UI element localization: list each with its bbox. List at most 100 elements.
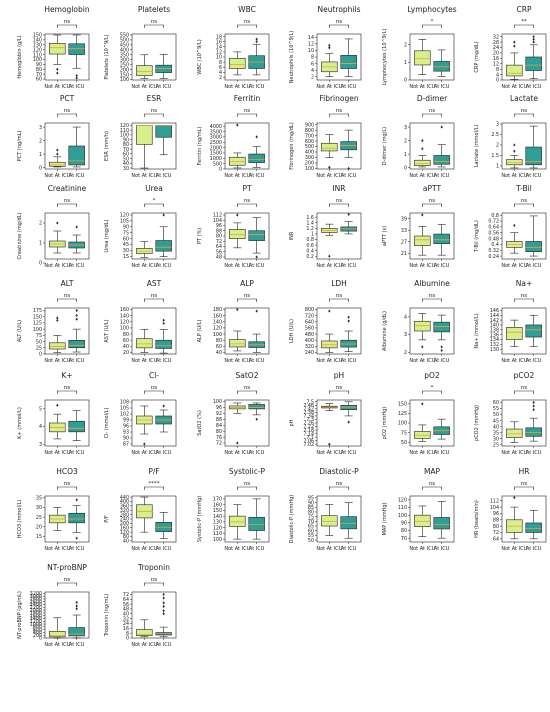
box-iqr: [49, 42, 66, 55]
axes-frame: [409, 399, 455, 447]
y-tick-label: 72: [123, 592, 129, 598]
outlier-point: [347, 319, 350, 323]
y-tick-label: 70: [36, 72, 42, 78]
significance-bracket: [144, 486, 164, 490]
y-tick-label: 2500: [210, 140, 222, 146]
chart-panel: Platelets ns 10015020025030035040045050055…: [104, 5, 177, 90]
significance-bracket: [237, 113, 257, 117]
y-axis-label: aPTT (s): [382, 226, 388, 246]
x-tick-label: At ICU: [69, 358, 85, 364]
chart-title: Platelets: [138, 5, 170, 14]
x-tick-label: At ICU: [341, 450, 357, 456]
y-tick-label: 96: [216, 223, 222, 229]
x-tick-label: Not At ICU: [224, 546, 250, 552]
x-tick-label: At ICU: [341, 84, 357, 90]
y-tick-label: 4: [311, 68, 314, 74]
y-tick-label: 80: [308, 510, 314, 516]
outlier-point: [421, 345, 424, 349]
axes-frame: [131, 495, 177, 543]
box-iqr: [414, 235, 431, 246]
outlier-point: [162, 321, 165, 325]
y-tick-label: 3: [404, 125, 407, 131]
y-axis-label: Lymphocytes (10^9/L): [382, 29, 388, 86]
chart-panel: D-dimer ns 0 1 2 3 D-dimer (mg/L) Not At ICUAt …: [382, 94, 455, 179]
outlier-point: [162, 609, 165, 613]
y-tick-label: 400: [305, 150, 314, 156]
x-tick-label: Not At ICU: [131, 358, 157, 364]
box-iqr: [506, 327, 523, 340]
y-tick-label: 20: [123, 350, 129, 356]
y-tick-label: 120: [213, 326, 222, 332]
x-tick-label: Not At ICU: [44, 546, 70, 552]
y-tick-label: 7.02: [303, 442, 314, 448]
y-tick-label: 7.1: [306, 435, 314, 441]
x-tick-label: At ICU: [156, 546, 172, 552]
x-tick-label: At ICU: [434, 84, 450, 90]
y-tick-label: 75: [401, 430, 407, 436]
outlier-point: [421, 138, 424, 143]
y-tick-label: 0.56: [488, 230, 499, 236]
outlier-point: [255, 135, 258, 139]
y-tick-label: 100: [33, 57, 42, 63]
box-iqr: [49, 342, 66, 350]
chart-title: Fibrinogen: [319, 94, 358, 103]
chart-title: Neutrophils: [317, 5, 360, 14]
y-tick-label: 1: [39, 152, 42, 158]
y-tick-label: 0.24: [488, 254, 499, 260]
x-tick-label: Not At ICU: [501, 358, 527, 364]
y-tick-label: 84: [216, 423, 222, 429]
y-tick-label: 400: [33, 630, 42, 636]
y-tick-label: 104: [213, 218, 222, 224]
axes-frame: [44, 591, 90, 639]
y-axis-label: WBC (10^9/L): [197, 39, 203, 75]
x-tick-label: At ICU: [69, 173, 85, 179]
y-tick-label: 2: [219, 75, 222, 81]
y-tick-label: 600: [305, 139, 314, 145]
outlier-point: [255, 255, 258, 259]
y-tick-label: 8: [126, 631, 129, 637]
y-axis-label: SatO2 (%): [197, 410, 203, 436]
y-axis-label: Lactate (mmol/L): [474, 125, 480, 168]
outlier-point: [162, 592, 165, 597]
outlier-point: [75, 313, 78, 318]
y-tick-label: 0: [219, 167, 222, 173]
box-iqr: [229, 515, 246, 527]
y-tick-label: 600: [33, 627, 42, 633]
x-tick-label: Not At ICU: [409, 84, 435, 90]
box-iqr: [248, 230, 265, 241]
y-tick-label: 100: [213, 399, 222, 405]
y-tick-label: 60: [123, 152, 129, 158]
y-tick-label: 800: [33, 625, 42, 631]
outlier-point: [421, 147, 424, 151]
outlier-point: [255, 37, 258, 41]
chart-title: MAP: [424, 467, 441, 476]
y-tick-label: 142: [490, 318, 499, 324]
significance-label: ns: [64, 108, 70, 114]
chart-title: Creatinine: [48, 184, 87, 193]
outlier-point: [513, 143, 516, 147]
y-tick-label: 250: [120, 62, 129, 68]
y-tick-label: 75: [123, 230, 129, 236]
box-iqr: [433, 61, 450, 72]
y-tick-label: 55: [308, 533, 314, 539]
axes-frame: [409, 122, 455, 170]
outlier-point: [513, 44, 516, 48]
y-tick-label: 4: [404, 315, 407, 321]
chart-panel: Ferritin ns 050010001500200025003000350040…: [197, 94, 270, 179]
chart-title: pCO2: [514, 371, 535, 380]
significance-bracket: [422, 298, 442, 302]
axes-frame: [316, 307, 362, 355]
y-tick-label: 120: [120, 213, 129, 219]
y-tick-label: 32: [493, 34, 499, 40]
axes-frame: [409, 495, 455, 543]
significance-bracket: [514, 298, 534, 302]
y-axis-label: Na+ (mmol/L): [474, 313, 480, 348]
x-tick-label: At ICU: [156, 358, 172, 364]
y-tick-label: 21: [401, 251, 407, 257]
y-tick-label: 0.8: [491, 213, 499, 219]
y-tick-label: 140: [120, 313, 129, 319]
